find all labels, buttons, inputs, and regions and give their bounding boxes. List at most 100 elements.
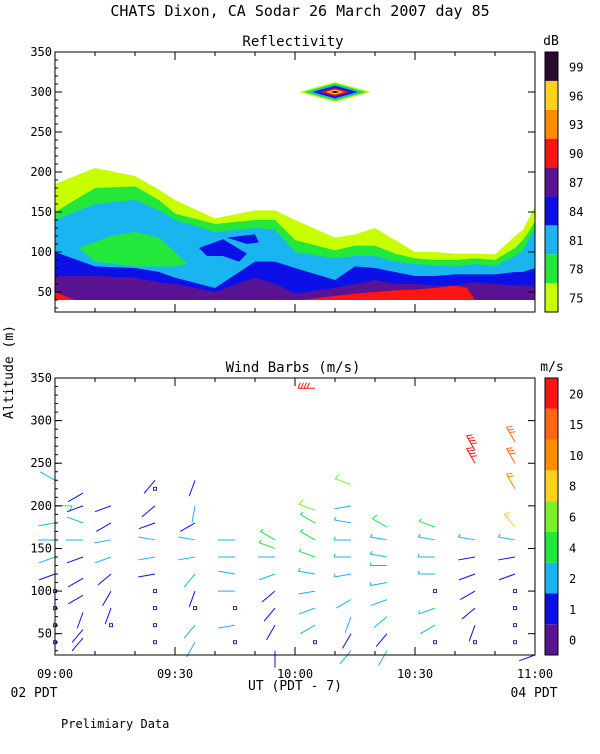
wind-barb [38, 523, 55, 526]
wind-barb [462, 608, 475, 619]
barb-staff [334, 520, 351, 523]
wind-barb-frame [55, 378, 535, 655]
barb-staff [184, 574, 195, 587]
reflectivity-colorbar-level-label: 93 [569, 118, 583, 132]
barb-staff [336, 600, 351, 609]
wind-barb [67, 517, 83, 523]
barb-staff [184, 625, 195, 638]
barb-feather [507, 473, 513, 474]
barb-feather [508, 429, 514, 430]
wind-barb [498, 557, 515, 560]
wind-barb [376, 634, 387, 647]
wind-barb [334, 554, 351, 557]
start-time-label: 02 PDT [11, 686, 58, 701]
barb-feather [498, 534, 500, 537]
barb-staff [460, 591, 475, 600]
calm-marker [154, 641, 157, 644]
barb-staff [264, 608, 275, 621]
wind-barb [335, 474, 351, 484]
wind-barb [334, 517, 351, 523]
reflectivity-colorbar-level-label: 84 [569, 205, 583, 219]
barb-feather [468, 450, 474, 451]
wind-barb [298, 591, 315, 594]
barb-staff [370, 537, 387, 540]
barb-staff [105, 608, 111, 624]
barb-staff [95, 506, 111, 512]
barb-staff [77, 612, 83, 628]
wind-barb [419, 608, 435, 614]
barb-staff [469, 625, 475, 641]
barb-feather [335, 474, 339, 478]
wind-colorbar-level-label: 4 [569, 541, 576, 555]
reflectivity-colorbar-swatch [545, 254, 558, 283]
barb-staff [180, 523, 195, 532]
barb-staff [298, 571, 315, 574]
wind-barb [299, 500, 315, 510]
barb-staff [459, 574, 475, 580]
figure-title: CHATS Dixon, CA Sodar 26 March 2007 day … [110, 2, 489, 20]
wind-colorbar-swatch [545, 470, 558, 501]
wind-barb [39, 557, 55, 563]
wind-barb [96, 523, 111, 532]
wind-barb [77, 612, 83, 628]
barb-staff [139, 523, 155, 529]
reflectivity-colorbar-swatch [545, 81, 558, 110]
barb-feather [299, 549, 301, 552]
x-tick-label: 11:00 [517, 667, 553, 681]
wind-barb-y-tick-label: 350 [30, 371, 52, 385]
barb-staff [189, 591, 195, 607]
barb-feather [458, 534, 460, 537]
reflectivity-y-tick-label: 200 [30, 165, 52, 179]
wind-barb [178, 557, 195, 560]
wind-barb [259, 540, 275, 548]
wind-barb [420, 625, 435, 634]
barb-staff [419, 608, 435, 614]
wind-barb [300, 625, 315, 634]
barb-feather [300, 512, 303, 514]
wind-barb [418, 534, 435, 540]
calm-marker [154, 487, 157, 490]
wind-barb-y-tick-label: 250 [30, 456, 52, 470]
x-tick-label: 09:30 [157, 667, 193, 681]
wind-barb-title: Wind Barbs (m/s) [226, 360, 361, 376]
barb-staff [138, 574, 155, 577]
wind-barb [340, 651, 351, 664]
calm-marker [434, 590, 437, 593]
wind-barb [504, 512, 515, 527]
barb-staff [38, 523, 55, 526]
wind-barb [40, 472, 55, 481]
reflectivity-colorbar-level-label: 78 [569, 263, 583, 277]
barb-staff [68, 578, 83, 587]
wind-barb-y-tick-label: 100 [30, 584, 52, 598]
barb-staff [40, 472, 55, 481]
reflectivity-colorbar-swatch [545, 110, 558, 139]
wind-barb [184, 625, 195, 638]
wind-barb [418, 554, 435, 557]
wind-barb [334, 537, 351, 540]
reflectivity-y-tick-label: 100 [30, 245, 52, 259]
wind-colorbar-level-label: 1 [569, 603, 576, 617]
barb-feather [370, 534, 372, 537]
barb-feather [510, 453, 516, 454]
barb-staff [345, 617, 351, 633]
barb-staff [262, 591, 275, 602]
wind-barb [299, 549, 315, 557]
barb-staff [138, 557, 155, 560]
wind-colorbar-swatch [545, 409, 558, 440]
calm-marker [154, 624, 157, 627]
barb-staff [178, 537, 195, 540]
barb-staff [372, 519, 387, 528]
barb-staff [189, 480, 195, 496]
calm-marker [154, 607, 157, 610]
barb-feather [298, 568, 300, 571]
wind-barb [139, 523, 155, 529]
wind-barb [507, 448, 516, 463]
wind-barb [67, 557, 83, 563]
barb-staff [298, 591, 315, 594]
barb-staff [498, 557, 515, 560]
barb-feather [467, 448, 473, 449]
barb-feather [301, 383, 303, 389]
wind-barb [379, 651, 388, 666]
barb-feather [298, 383, 300, 389]
barb-staff [259, 543, 275, 549]
